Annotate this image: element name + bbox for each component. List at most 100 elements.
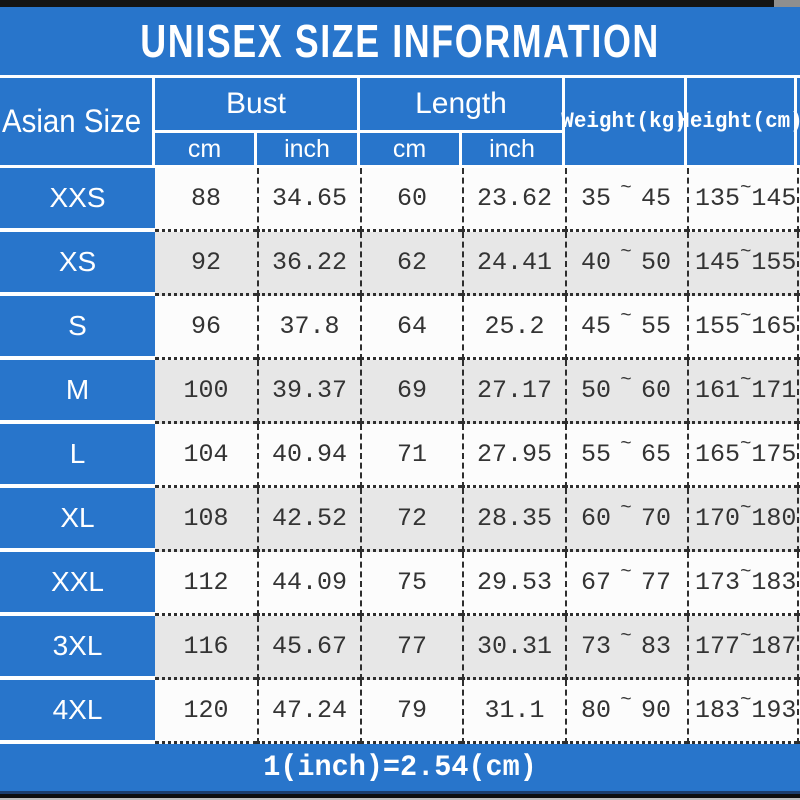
weight-min: 67 [581, 568, 612, 597]
tilde-separator: ~ [620, 561, 632, 583]
weight-max: 77 [640, 568, 671, 597]
height-max: 165 [751, 312, 797, 341]
table-header: Asian Size Bust Length cm inch cm inch W… [0, 78, 800, 168]
row-edge-sliver [797, 232, 800, 296]
row-edge-sliver [797, 424, 800, 488]
size-cell: 4XL [0, 680, 155, 744]
height-max: 187 [751, 632, 797, 661]
length-inch-cell: 27.17 [462, 360, 565, 424]
tilde-separator: ~ [620, 369, 632, 391]
weight-min: 55 [581, 440, 612, 469]
header-length-inch: inch [462, 133, 562, 165]
tilde-separator: ~ [620, 305, 632, 327]
height-min: 155 [695, 312, 741, 341]
bust-cm-cell: 104 [155, 424, 257, 488]
bottom-black-line [0, 794, 800, 798]
length-cm-cell: 79 [360, 680, 462, 744]
height-min: 177 [695, 632, 741, 661]
bust-cm-cell: 112 [155, 552, 257, 616]
tilde-separator: ~ [740, 305, 752, 327]
height-range-cell: 161 ~ 171 [687, 360, 797, 424]
height-max: 145 [751, 184, 797, 213]
height-range-cell: 135 ~ 145 [687, 168, 797, 232]
height-max: 171 [751, 376, 797, 405]
weight-range-cell: 73 ~ 83 [565, 616, 687, 680]
tilde-separator: ~ [620, 177, 632, 199]
table-row: XL 108 42.52 72 28.35 60 ~ 70 170 ~ 180 [0, 488, 800, 552]
bust-inch-cell: 42.52 [257, 488, 360, 552]
table-row: L 104 40.94 71 27.95 55 ~ 65 165 ~ 175 [0, 424, 800, 488]
row-edge-sliver [797, 168, 800, 232]
length-cm-cell: 71 [360, 424, 462, 488]
height-range-cell: 177 ~ 187 [687, 616, 797, 680]
height-min: 161 [695, 376, 741, 405]
header-edge-sliver [797, 78, 800, 165]
bust-inch-cell: 45.67 [257, 616, 360, 680]
weight-max: 83 [640, 632, 671, 661]
size-cell: XL [0, 488, 155, 552]
header-height-label: Height(cm) [677, 109, 800, 134]
height-min: 145 [695, 248, 741, 277]
weight-max: 70 [640, 504, 671, 533]
size-cell: XXL [0, 552, 155, 616]
bust-cm-cell: 92 [155, 232, 257, 296]
weight-min: 35 [581, 184, 612, 213]
height-range-cell: 183 ~ 193 [687, 680, 797, 744]
tilde-separator: ~ [620, 497, 632, 519]
tilde-separator: ~ [620, 433, 632, 455]
table-body: XXS 88 34.65 60 23.62 35 ~ 45 135 ~ 145 … [0, 168, 800, 744]
length-inch-cell: 31.1 [462, 680, 565, 744]
row-edge-sliver [797, 360, 800, 424]
title-band: UNISEX SIZE INFORMATION [0, 7, 800, 78]
header-bust-inch: inch [257, 133, 357, 165]
table-row: S 96 37.8 64 25.2 45 ~ 55 155 ~ 165 [0, 296, 800, 360]
height-min: 165 [695, 440, 741, 469]
tilde-separator: ~ [740, 433, 752, 455]
tilde-separator: ~ [740, 241, 752, 263]
header-length: Length [360, 78, 562, 130]
bust-cm-cell: 120 [155, 680, 257, 744]
length-inch-cell: 30.31 [462, 616, 565, 680]
table-row: 3XL 116 45.67 77 30.31 73 ~ 83 177 ~ 187 [0, 616, 800, 680]
conversion-note: 1(inch)=2.54(cm) [263, 750, 537, 785]
tilde-separator: ~ [740, 625, 752, 647]
weight-range-cell: 35 ~ 45 [565, 168, 687, 232]
header-height: Height(cm) [678, 78, 800, 165]
table-row: 4XL 120 47.24 79 31.1 80 ~ 90 183 ~ 193 [0, 680, 800, 744]
table-row: XXS 88 34.65 60 23.62 35 ~ 45 135 ~ 145 [0, 168, 800, 232]
length-inch-cell: 23.62 [462, 168, 565, 232]
weight-max: 50 [640, 248, 671, 277]
bottom-navy-line [0, 791, 800, 794]
weight-min: 40 [581, 248, 612, 277]
height-min: 135 [695, 184, 741, 213]
size-cell: M [0, 360, 155, 424]
height-max: 155 [751, 248, 797, 277]
header-asian-size: Asian Size [0, 78, 152, 165]
height-range-cell: 165 ~ 175 [687, 424, 797, 488]
tilde-separator: ~ [620, 241, 632, 263]
weight-max: 55 [640, 312, 671, 341]
height-min: 173 [695, 568, 741, 597]
length-cm-cell: 60 [360, 168, 462, 232]
tilde-separator: ~ [740, 177, 752, 199]
length-cm-cell: 77 [360, 616, 462, 680]
length-cm-cell: 69 [360, 360, 462, 424]
tilde-separator: ~ [740, 369, 752, 391]
header-bust-cm: cm [155, 133, 254, 165]
bust-cm-cell: 88 [155, 168, 257, 232]
height-range-cell: 170 ~ 180 [687, 488, 797, 552]
height-range-cell: 155 ~ 165 [687, 296, 797, 360]
weight-range-cell: 67 ~ 77 [565, 552, 687, 616]
bottom-gray-line [0, 798, 800, 800]
weight-range-cell: 60 ~ 70 [565, 488, 687, 552]
header-weight-label: Weight(kg) [561, 109, 688, 134]
bust-cm-cell: 116 [155, 616, 257, 680]
height-max: 180 [751, 504, 797, 533]
table-row: XXL 112 44.09 75 29.53 67 ~ 77 173 ~ 183 [0, 552, 800, 616]
height-max: 193 [751, 696, 797, 725]
tilde-separator: ~ [740, 497, 752, 519]
bottom-black-bar [0, 791, 800, 800]
weight-min: 80 [581, 696, 612, 725]
weight-min: 60 [581, 504, 612, 533]
